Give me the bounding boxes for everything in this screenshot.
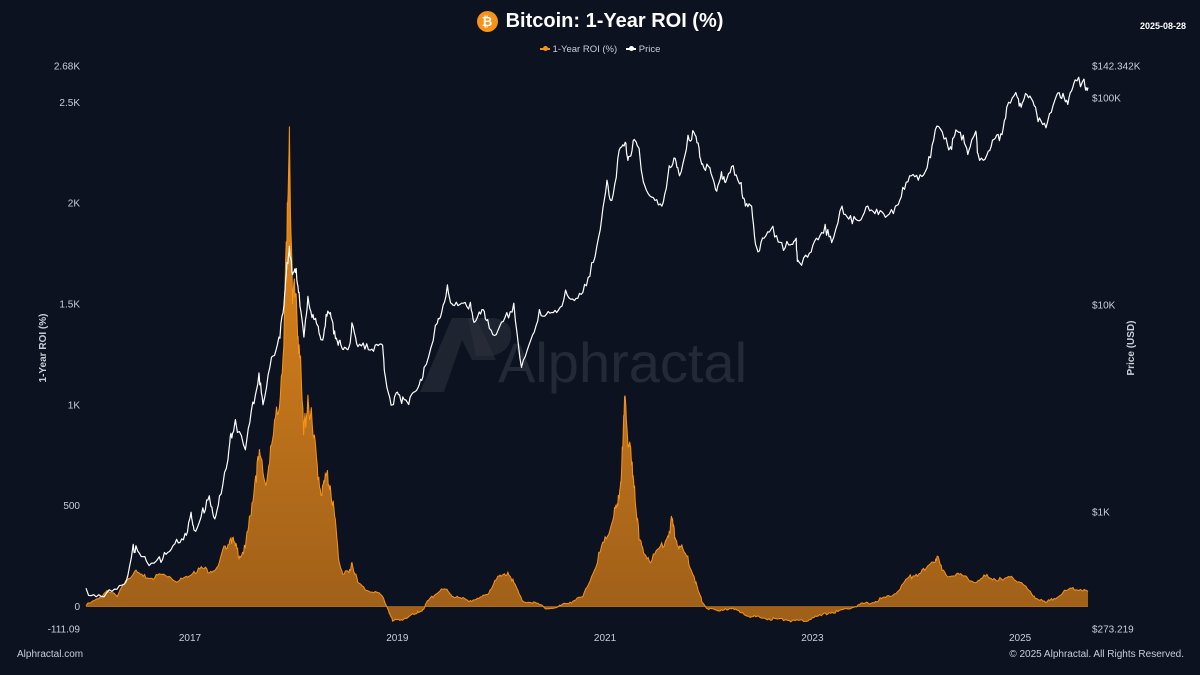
x-tick-label: 2017 <box>179 633 202 644</box>
legend-item-roi[interactable]: 1-Year ROI (%) <box>539 43 618 55</box>
legend-item-price[interactable]: Price <box>625 43 661 55</box>
y-left-axis-label: 1-Year ROI (%) <box>38 314 49 383</box>
legend: 1-Year ROI (%) Price <box>0 42 1200 55</box>
y-right-tick-label: $10K <box>1092 301 1116 312</box>
x-tick-label: 2023 <box>801 633 824 644</box>
footer-copyright: © 2025 Alphractal. All Rights Reserved. <box>1009 649 1184 660</box>
chart-header: ₿ Bitcoin: 1-Year ROI (%) <box>0 10 1200 33</box>
alphractal-logo-icon-inner <box>468 318 512 356</box>
watermark-text: Alphractal <box>498 331 747 394</box>
roi-area <box>86 126 1088 622</box>
price-series <box>85 76 1089 598</box>
y-right-tick-label: $100K <box>1092 93 1121 104</box>
bitcoin-icon: ₿ <box>476 11 498 32</box>
y-left-tick-label: 2K <box>68 199 81 210</box>
legend-price-label: Price <box>638 43 661 55</box>
y-left-tick-label: 2.5K <box>59 98 80 109</box>
y-right-axis-label: Price (USD) <box>1126 320 1137 375</box>
x-tick-label: 2019 <box>386 633 409 644</box>
y-left-tick-label: 500 <box>63 501 80 512</box>
roi-line <box>85 126 1089 623</box>
chart-date: 2025-08-28 <box>1139 21 1186 31</box>
x-tick-label: 2021 <box>594 633 617 644</box>
legend-roi-label: 1-Year ROI (%) <box>552 43 618 55</box>
price-line <box>85 76 1089 598</box>
y-left-tick-label: 1.5K <box>59 300 80 311</box>
chart-title: Bitcoin: 1-Year ROI (%) <box>505 10 724 32</box>
y-left-tick-label: 0 <box>74 602 80 613</box>
x-tick-label: 2025 <box>1009 633 1032 644</box>
axes: -111.09 0 500 1K 1.5K 2K 2.5K 2.68K $273.219 $1K $… <box>38 62 1141 645</box>
legend-roi-marker-icon <box>539 46 550 51</box>
footer-site[interactable]: Alphractal.com <box>17 649 84 660</box>
legend-price-marker-icon <box>625 46 636 51</box>
y-right-tick-label: $273.219 <box>1092 625 1134 636</box>
roi-series <box>85 126 1089 623</box>
y-left-tick-label: 2.68K <box>54 62 80 73</box>
watermark: Alphractal <box>420 318 747 394</box>
y-left-tick-label: -111.09 <box>48 625 81 636</box>
y-right-tick-label: $1K <box>1092 508 1110 519</box>
y-right-tick-label: $142.342K <box>1092 62 1141 73</box>
y-left-tick-label: 1K <box>68 400 81 411</box>
